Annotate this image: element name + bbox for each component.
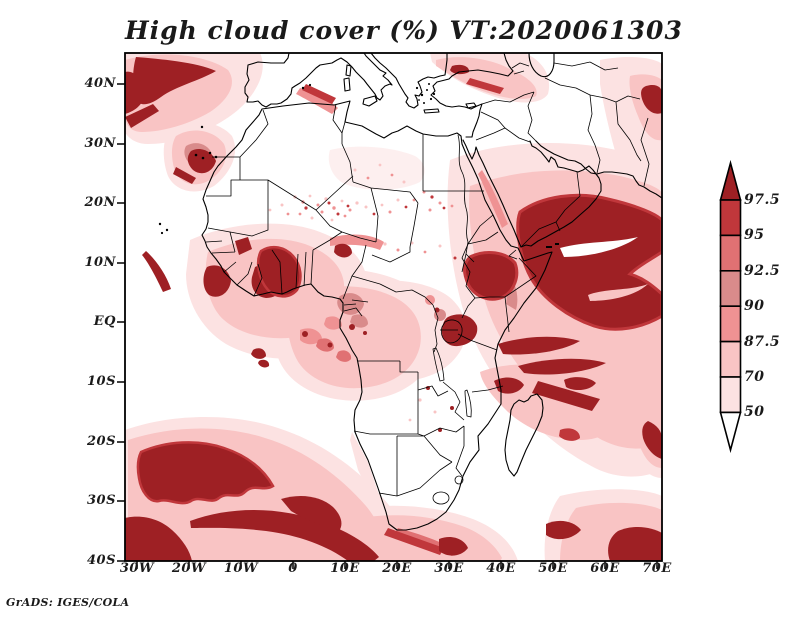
lon-tick-label: 30E (434, 561, 464, 576)
grads-attribution: GrADS: IGES/COLA (6, 596, 130, 609)
lat-tick-label: 40N (84, 76, 116, 91)
colorbar-label: 95 (744, 227, 765, 243)
lon-tick-label: 30W (119, 561, 155, 576)
colorbar-label: 87.5 (744, 334, 781, 350)
map-frame (124, 52, 663, 562)
lat-tick-label: EQ (93, 314, 116, 329)
colorbar-label: 50 (744, 404, 765, 420)
colorbar-label: 90 (744, 298, 765, 314)
lon-tick-label: 20W (171, 561, 207, 576)
country-borders-layer (205, 61, 650, 505)
cloud-shading-layer (125, 53, 662, 561)
lon-tick-label: 10W (223, 561, 259, 576)
lat-tick-label: 30S (87, 493, 116, 508)
coastlines-layer (201, 53, 662, 531)
lon-tick-label: 50E (538, 561, 568, 576)
speckle-dots (268, 163, 457, 422)
lat-tick-label: 20S (87, 434, 116, 449)
lon-tick-label: 20E (382, 561, 412, 576)
colorbar (719, 159, 742, 454)
plot-title: High cloud cover (%) VT:2020061303 (125, 16, 683, 45)
lat-tick-label: 20N (84, 195, 116, 210)
lat-tick-label: 40S (87, 553, 116, 568)
lon-tick-label: 60E (590, 561, 620, 576)
lon-tick-label: 10E (330, 561, 360, 576)
colorbar-label: 97.5 (744, 192, 781, 208)
colorbar-label: 92.5 (744, 263, 781, 279)
rivers-lakes-layer (432, 134, 475, 418)
lat-tick-label: 30N (84, 136, 116, 151)
lon-tick-label: 0 (288, 561, 298, 576)
colorbar-label: 70 (744, 369, 765, 385)
lat-tick-label: 10S (87, 374, 116, 389)
small-islands-layer (158, 83, 559, 248)
lat-tick-label: 10N (84, 255, 116, 270)
lon-tick-label: 40E (486, 561, 516, 576)
axis-ticks (117, 83, 658, 569)
lon-tick-label: 70E (642, 561, 672, 576)
